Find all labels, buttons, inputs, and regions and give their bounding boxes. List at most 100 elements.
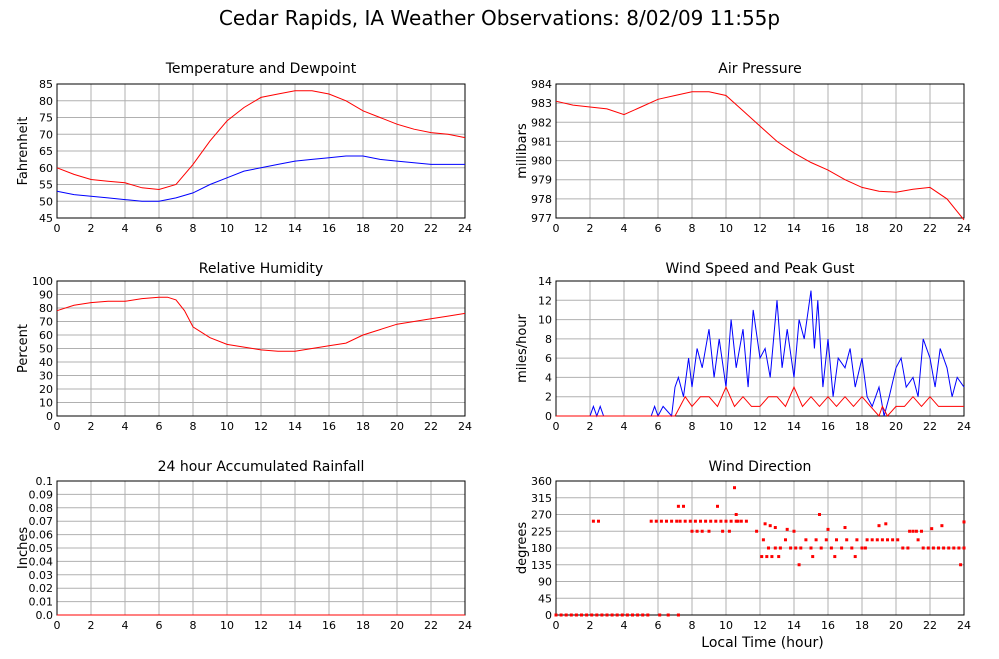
data-point xyxy=(906,546,910,550)
data-point xyxy=(564,613,568,617)
y-tick-label: 0.01 xyxy=(29,596,54,609)
data-point xyxy=(739,519,743,523)
data-point xyxy=(675,519,679,523)
chart-title: Wind Direction xyxy=(709,459,812,475)
chart-panel-2: 0 2 4 6 8 10 12 14 16 18 20 22 249779789799809819829… xyxy=(515,61,971,235)
x-tick-label: 22 xyxy=(923,619,937,632)
x-tick-label: 0 xyxy=(553,619,560,632)
series-line-1 xyxy=(555,91,965,221)
data-point xyxy=(804,538,808,542)
data-point xyxy=(957,546,961,550)
data-point xyxy=(721,529,725,533)
x-tick-label: 10 xyxy=(220,420,234,433)
data-point xyxy=(654,519,658,523)
data-point xyxy=(591,519,595,523)
x-tick-label: 14 xyxy=(787,619,801,632)
y-tick-label: 0.03 xyxy=(29,569,54,582)
data-point xyxy=(962,520,966,524)
x-tick-label: 22 xyxy=(424,222,438,235)
data-point xyxy=(896,538,900,542)
y-tick-label: 977 xyxy=(531,212,552,225)
chart-panel-1: 0 2 4 6 8 10 12 14 16 18 20 22 24455055606570758085T… xyxy=(16,61,472,235)
data-point xyxy=(676,613,680,617)
data-point xyxy=(916,538,920,542)
x-tick-label: 6 xyxy=(655,222,662,235)
data-point xyxy=(724,519,728,523)
y-tick-label: 180 xyxy=(531,542,552,555)
x-tick-label: 20 xyxy=(390,222,404,235)
data-point xyxy=(843,526,847,530)
data-point xyxy=(920,529,923,533)
y-tick-label: 4 xyxy=(545,371,552,384)
y-tick-label: 360 xyxy=(531,475,552,488)
y-tick-label: 225 xyxy=(531,525,552,538)
data-point xyxy=(770,555,774,559)
x-tick-label: 8 xyxy=(689,420,696,433)
chart-title: Temperature and Dewpoint xyxy=(165,61,357,77)
y-tick-label: 100 xyxy=(32,275,53,288)
data-point xyxy=(826,527,830,531)
y-tick-label: 55 xyxy=(39,179,53,192)
y-tick-label: 40 xyxy=(39,356,53,369)
y-tick-label: 980 xyxy=(531,155,552,168)
data-point xyxy=(590,613,594,617)
x-tick-label: 10 xyxy=(220,222,234,235)
data-point xyxy=(760,555,764,559)
y-tick-label: 30 xyxy=(39,370,53,383)
data-point xyxy=(914,529,918,533)
data-point xyxy=(736,519,740,523)
x-tick-label: 16 xyxy=(821,619,835,632)
chart-panel-6: 0 2 4 6 8 10 12 14 16 18 20 22 240459013518022527031… xyxy=(515,459,971,632)
shared-x-axis-label: Local Time (hour) xyxy=(701,635,824,651)
x-tick-label: 8 xyxy=(689,222,696,235)
data-point xyxy=(676,504,680,508)
data-point xyxy=(818,513,821,516)
plot-frame xyxy=(555,280,965,417)
data-point xyxy=(755,529,759,533)
x-tick-label: 12 xyxy=(753,222,767,235)
x-tick-label: 6 xyxy=(156,420,163,433)
y-tick-label: 982 xyxy=(531,116,552,129)
data-point xyxy=(952,546,956,550)
y-tick-label: 10 xyxy=(39,397,53,410)
data-point xyxy=(615,613,619,617)
x-tick-label: 6 xyxy=(655,420,662,433)
y-tick-label: 0.09 xyxy=(29,488,54,501)
x-tick-label: 0 xyxy=(54,619,61,632)
x-tick-label: 2 xyxy=(587,420,594,433)
y-tick-label: 315 xyxy=(531,492,552,505)
data-point xyxy=(625,613,629,617)
x-tick-label: 2 xyxy=(88,420,95,433)
y-tick-label: 6 xyxy=(545,352,552,365)
data-point xyxy=(901,546,905,550)
y-tick-label: 984 xyxy=(531,78,552,91)
data-point xyxy=(908,529,912,533)
x-tick-label: 20 xyxy=(889,222,903,235)
y-tick-label: 50 xyxy=(39,195,53,208)
data-point xyxy=(942,546,946,550)
x-tick-label: 22 xyxy=(424,420,438,433)
data-point xyxy=(636,613,640,617)
x-tick-label: 0 xyxy=(553,222,560,235)
y-tick-label: 135 xyxy=(531,559,552,572)
x-tick-label: 12 xyxy=(254,420,268,433)
data-point xyxy=(695,529,699,533)
x-tick-label: 24 xyxy=(957,619,971,632)
data-point xyxy=(690,529,694,533)
x-tick-label: 22 xyxy=(923,420,937,433)
x-tick-label: 12 xyxy=(254,619,268,632)
y-tick-label: 979 xyxy=(531,174,552,187)
y-tick-label: 983 xyxy=(531,97,552,110)
data-point xyxy=(620,613,624,617)
y-tick-label: 0.07 xyxy=(29,515,54,528)
data-point xyxy=(875,538,879,542)
data-point xyxy=(709,519,713,523)
data-point xyxy=(947,546,951,550)
y-tick-label: 90 xyxy=(39,289,53,302)
series-line-1 xyxy=(556,290,965,418)
x-tick-label: 4 xyxy=(621,222,628,235)
data-point xyxy=(646,613,650,617)
data-point xyxy=(850,546,854,550)
